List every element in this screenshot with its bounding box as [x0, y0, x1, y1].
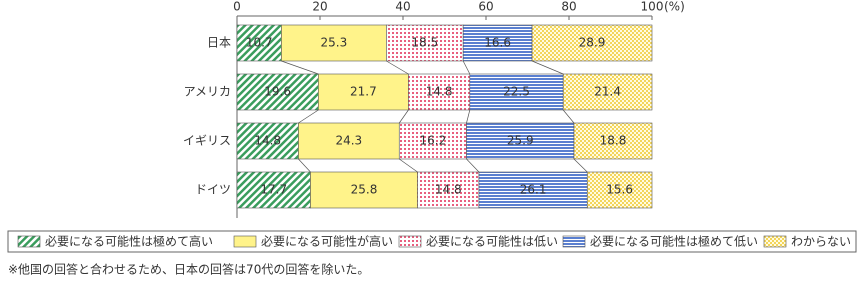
y-tick-label: イギリス — [183, 134, 231, 148]
connector — [281, 60, 319, 75]
y-tick-label: ドイツ — [195, 183, 231, 197]
bar-segment — [298, 122, 400, 160]
connector — [573, 158, 588, 173]
bar-segment — [281, 24, 387, 62]
connector — [562, 109, 575, 124]
data-label: 24.3 — [335, 134, 362, 148]
data-label: 21.7 — [350, 85, 377, 99]
connector — [398, 109, 409, 124]
legend-swatch — [233, 235, 257, 248]
data-label: 18.5 — [411, 36, 438, 50]
bar-segment — [310, 171, 418, 209]
bar-segment — [462, 24, 533, 62]
x-tick-label: 0 — [233, 0, 241, 14]
data-label: 14.8 — [435, 183, 462, 197]
legend-label: 必要になる可能性が高い — [261, 234, 393, 249]
bar-segment — [562, 73, 653, 111]
bar-segment — [469, 73, 564, 111]
y-tick-label: アメリカ — [184, 85, 231, 99]
data-label: 28.9 — [579, 36, 606, 50]
legend-label: 必要になる可能性は極めて低い — [590, 234, 758, 249]
connector — [466, 158, 480, 173]
data-label: 25.9 — [507, 134, 534, 148]
bar-segment — [236, 73, 319, 111]
connector — [386, 60, 409, 75]
bar-segment — [586, 171, 653, 209]
data-label: 25.3 — [321, 36, 348, 50]
connector — [531, 60, 564, 75]
data-label: 10.7 — [246, 36, 273, 50]
data-label: 26.1 — [520, 183, 547, 197]
legend-box — [7, 230, 857, 253]
legend-swatch — [17, 235, 41, 248]
data-label: 17.7 — [260, 183, 287, 197]
data-label: 25.8 — [351, 183, 378, 197]
legend-swatch — [763, 235, 787, 248]
connector — [462, 60, 471, 75]
bar-segment — [236, 171, 311, 209]
connector — [466, 109, 471, 124]
x-unit: (%) — [664, 0, 685, 14]
x-tick-label: 100 — [641, 0, 664, 14]
y-tick-label: 日本 — [207, 36, 231, 50]
data-label: 16.2 — [420, 134, 447, 148]
legend-label: 必要になる可能性は低い — [426, 235, 558, 249]
bar-segment — [236, 24, 282, 62]
connector — [298, 158, 311, 173]
x-tick-label: 80 — [561, 0, 576, 14]
footnote: ※他国の回答と合わせるため、日本の回答は70代の回答を除いた。 — [8, 262, 369, 277]
bar-segment — [466, 122, 575, 160]
data-label: 19.6 — [264, 85, 291, 99]
data-label: 15.6 — [606, 183, 633, 197]
legend-swatch — [398, 235, 422, 248]
bar-segment — [417, 171, 480, 209]
data-label: 22.5 — [503, 85, 530, 99]
data-label: 18.8 — [600, 134, 627, 148]
x-tick-label: 40 — [395, 0, 410, 14]
data-label: 16.6 — [484, 36, 511, 50]
data-label: 21.4 — [594, 85, 621, 99]
data-label: 14.8 — [426, 85, 453, 99]
legend-label: 必要になる可能性は極めて高い — [45, 234, 213, 249]
connector — [298, 109, 319, 124]
data-label: 14.8 — [254, 134, 281, 148]
connector — [399, 158, 418, 173]
x-tick-label: 60 — [478, 0, 493, 14]
legend-label: わからない — [791, 235, 851, 249]
bar-segment — [478, 171, 588, 209]
legend-swatch — [562, 235, 586, 248]
bar-segment — [408, 73, 471, 111]
bar-segment — [386, 24, 464, 62]
x-tick-label: 20 — [312, 0, 327, 14]
bar-segment — [573, 122, 653, 160]
bar-segment — [531, 24, 653, 62]
